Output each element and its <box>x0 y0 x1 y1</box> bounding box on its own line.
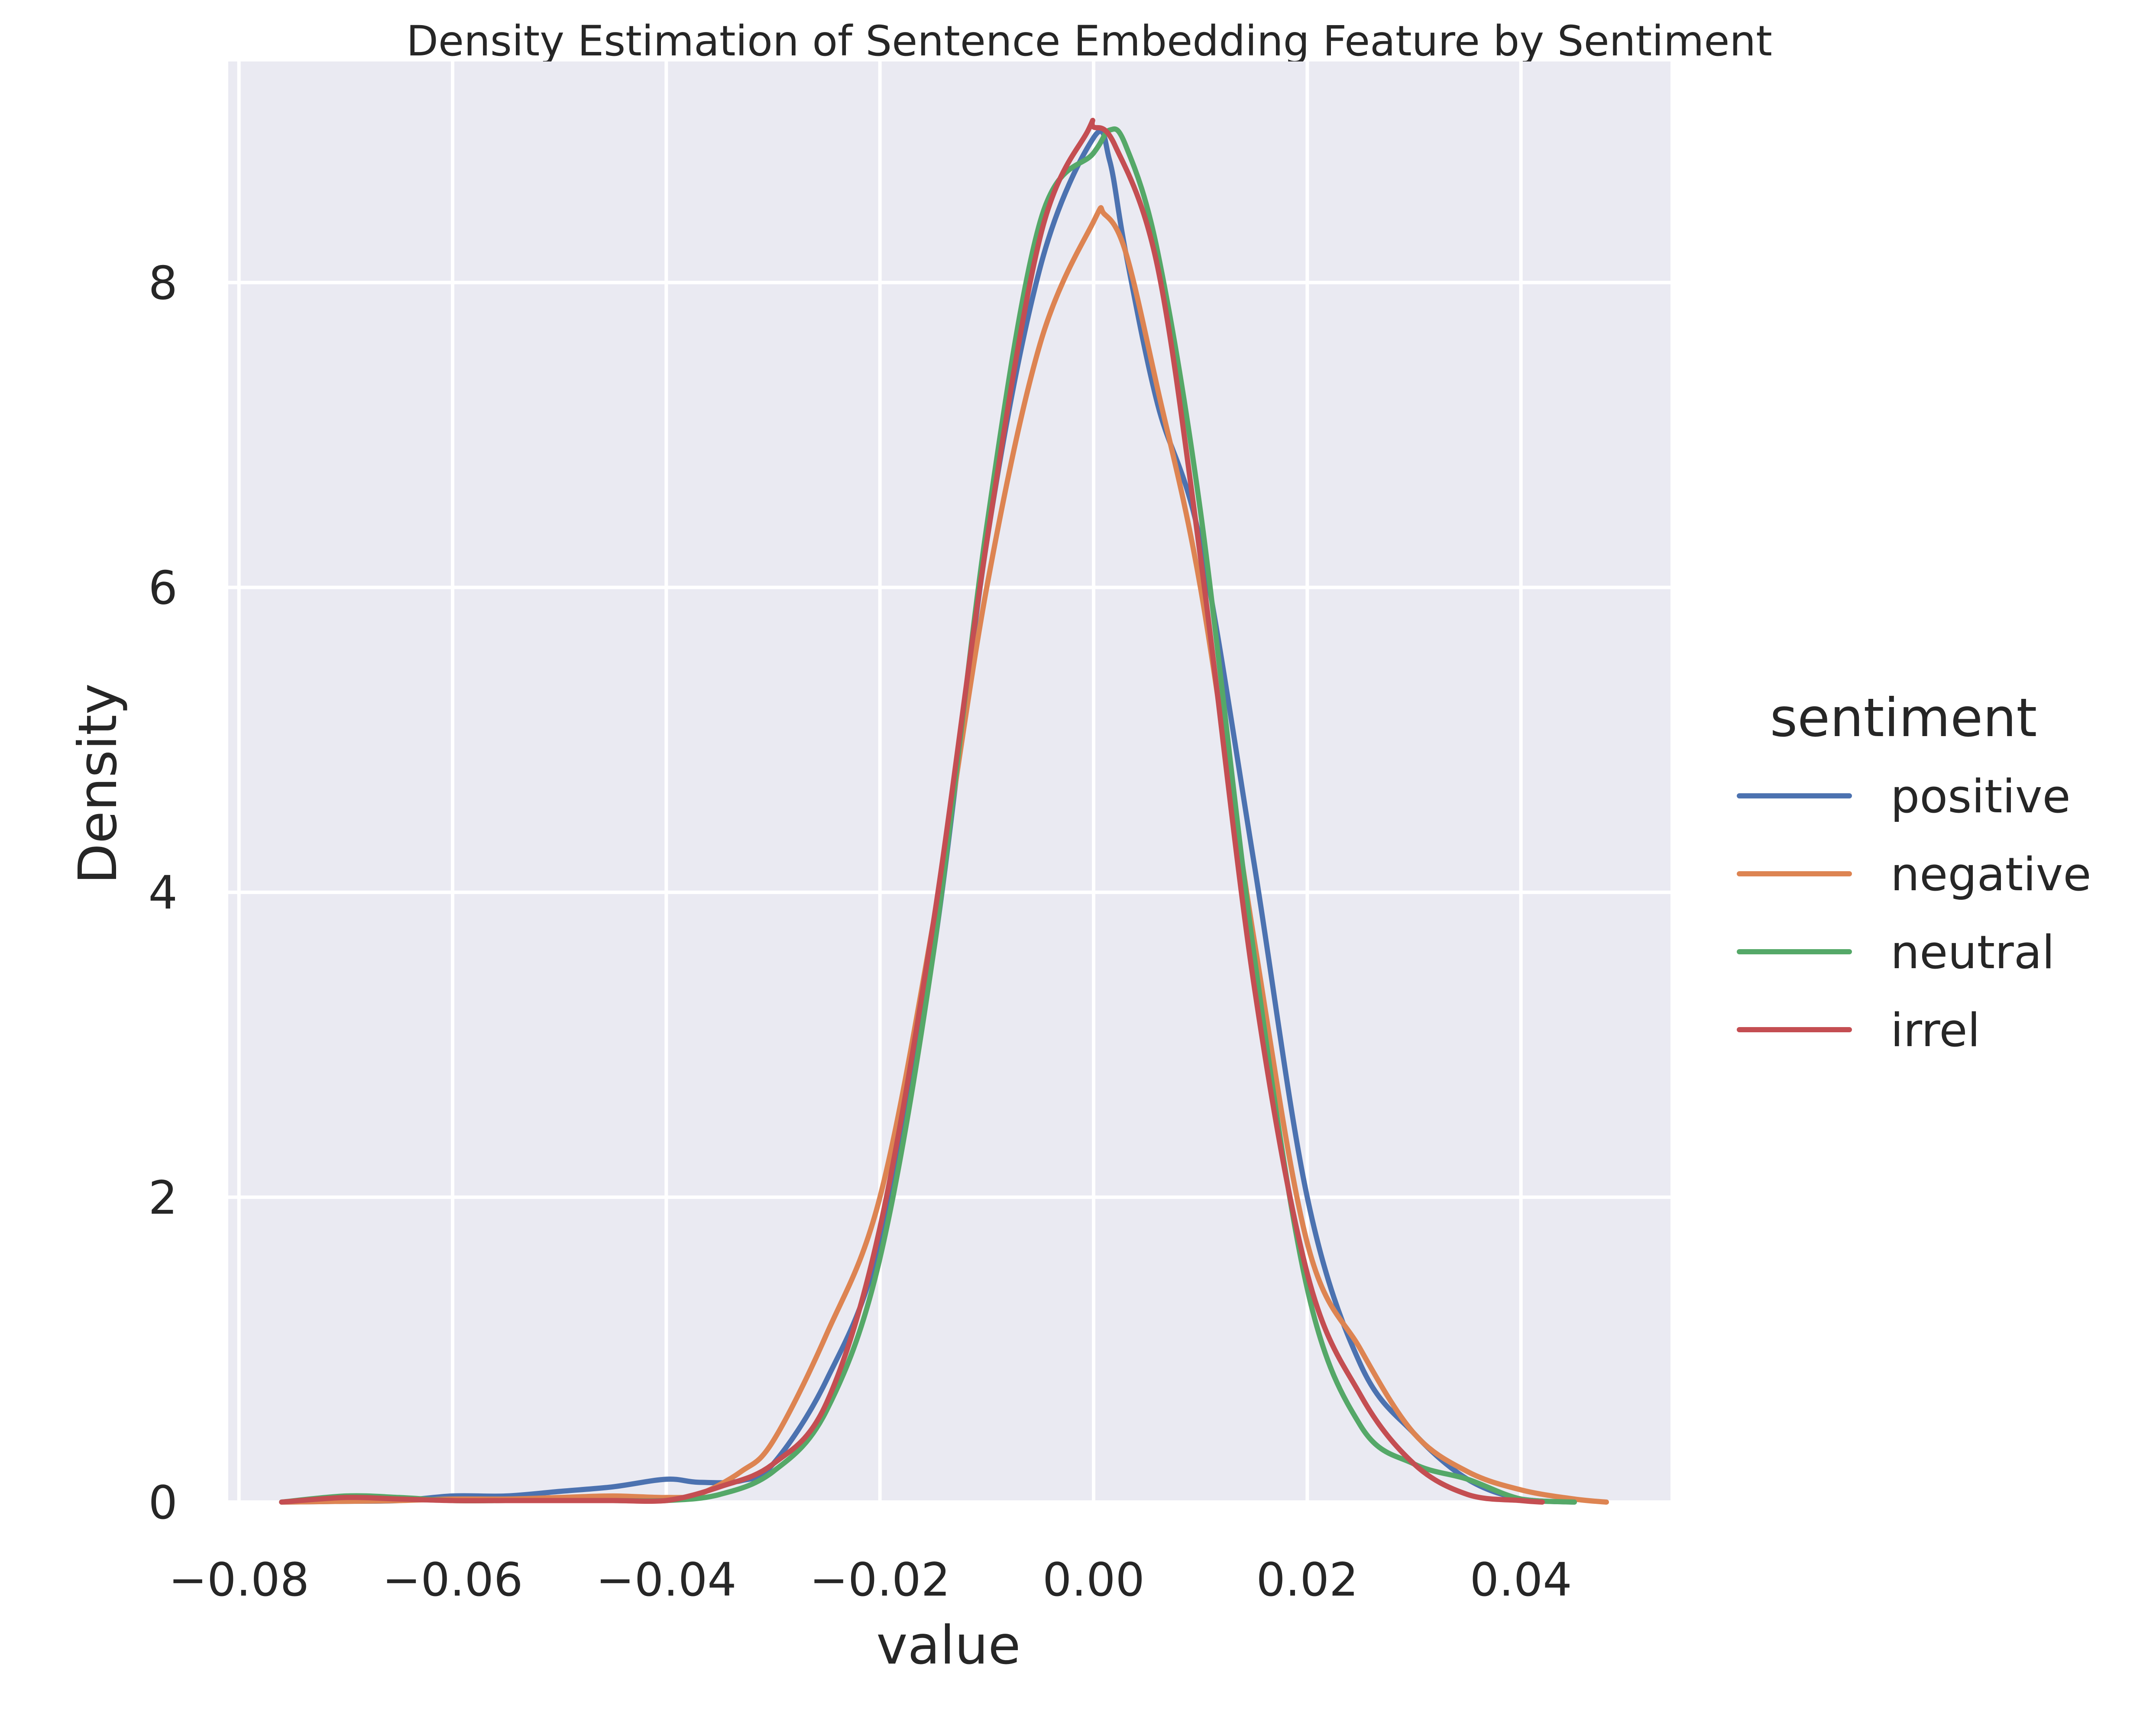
series-line-irrel <box>279 118 1545 1505</box>
legend-title: sentiment <box>1770 687 2037 749</box>
legend-items: positive negative neutral irrel <box>1737 770 2091 1057</box>
x-tick-label: −0.02 <box>809 1553 950 1606</box>
legend-label-positive: positive <box>1891 770 2071 823</box>
y-axis-ticks: 0 2 4 6 8 <box>149 256 178 1529</box>
legend: sentiment positive negative neutral irrel <box>1737 687 2091 1057</box>
x-axis-ticks: −0.08 −0.06 −0.04 −0.02 0.00 0.02 0.04 <box>168 1553 1572 1606</box>
y-tick-label: 4 <box>149 866 178 920</box>
x-tick-label: 0.00 <box>1042 1553 1145 1606</box>
grid-lines <box>228 61 1670 1504</box>
legend-label-irrel: irrel <box>1891 1004 1980 1057</box>
series-line-negative <box>279 205 1609 1505</box>
series-line-positive <box>279 128 1577 1505</box>
y-tick-label: 6 <box>149 562 178 615</box>
y-tick-label: 0 <box>149 1476 178 1529</box>
y-tick-label: 8 <box>149 256 178 310</box>
x-tick-label: −0.08 <box>168 1553 309 1606</box>
density-curves <box>279 118 1609 1505</box>
x-tick-label: 0.02 <box>1256 1553 1358 1606</box>
chart-title: Density Estimation of Sentence Embedding… <box>406 17 1772 65</box>
x-axis-label: value <box>876 1615 1020 1676</box>
legend-label-neutral: neutral <box>1891 926 2055 979</box>
y-tick-label: 2 <box>149 1171 178 1225</box>
x-tick-label: −0.06 <box>382 1553 523 1606</box>
legend-label-negative: negative <box>1891 848 2091 901</box>
y-axis-label: Density <box>67 683 129 884</box>
x-tick-label: −0.04 <box>596 1553 737 1606</box>
plot-background <box>228 61 1670 1502</box>
x-tick-label: 0.04 <box>1470 1553 1572 1606</box>
